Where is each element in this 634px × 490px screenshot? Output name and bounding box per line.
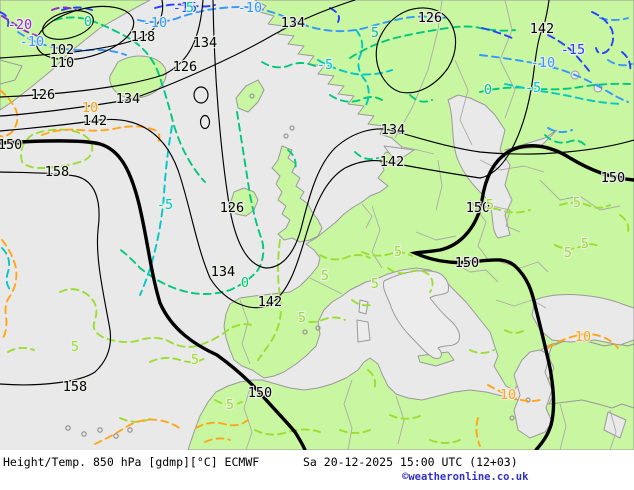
- caption-title: Height/Temp. 850 hPa [gdmp][°C] ECMWF: [3, 455, 260, 469]
- contour-label-126: 126: [418, 10, 442, 26]
- land-great-britain: [271, 145, 323, 243]
- land-sicily: [417, 351, 455, 367]
- contour-label-5: 5: [321, 268, 329, 284]
- contour-label--15: -15: [173, 0, 197, 16]
- sea-overlays: [383, 70, 634, 439]
- contour-label--5: -5: [525, 80, 541, 96]
- contour-label-10: 10: [500, 387, 516, 403]
- contour-label-134: 134: [381, 122, 405, 138]
- contour-label-5: 5: [581, 236, 589, 252]
- sea-skagerrak: [383, 145, 415, 163]
- contour-label-150: 150: [0, 137, 22, 153]
- contour-label-150: 150: [455, 255, 479, 271]
- caption-bar: Height/Temp. 850 hPa [gdmp][°C] ECMWF Sa…: [0, 450, 634, 490]
- contour-label-134: 134: [193, 35, 217, 51]
- contour-label--15: -15: [561, 42, 585, 58]
- caption-datetime: Sa 20-12-2025 15:00 UTC (12+03): [303, 455, 518, 469]
- contour-label-5: 5: [394, 244, 402, 260]
- contour-label-0: 0: [84, 14, 92, 30]
- contour-label-5: 5: [573, 195, 581, 211]
- contour-label-150: 150: [601, 170, 625, 186]
- contour-label-134: 134: [281, 15, 305, 31]
- contour-label-0: 0: [484, 82, 492, 98]
- land-greenland: [0, 0, 151, 111]
- contour-label-158: 158: [63, 379, 87, 395]
- contour-label-150: 150: [466, 200, 490, 216]
- contour-label--10: -10: [531, 55, 555, 71]
- land-italy: [383, 270, 461, 359]
- contour-label-158: 158: [45, 164, 69, 180]
- small-islands: [65, 93, 531, 439]
- contour-label-150: 150: [248, 385, 272, 401]
- contour-label-126: 126: [220, 200, 244, 216]
- contour-label--10: -10: [20, 34, 44, 50]
- temp-contours-plus10c: [0, 89, 619, 447]
- contour-label--10: -10: [143, 15, 167, 31]
- contour-label-5: 5: [371, 25, 379, 41]
- weather-map: 1021101181261261261261341341341341341421…: [0, 0, 634, 450]
- contour-label-0: 0: [241, 275, 249, 291]
- contour-label--10: -10: [238, 0, 262, 16]
- height-contours: [0, 0, 634, 386]
- temp-contours-0c: [54, 16, 631, 295]
- contour-label-126: 126: [173, 59, 197, 75]
- contour-label-142: 142: [258, 294, 282, 310]
- contour-label-134: 134: [211, 264, 235, 280]
- contour-label-5: 5: [186, 0, 194, 16]
- contour-label-110: 110: [50, 55, 74, 71]
- temp-contours-minus5c: [1, 29, 623, 296]
- sea-aegean: [513, 349, 553, 439]
- contour-label-5: 5: [371, 276, 379, 292]
- contour-label-5: 5: [298, 310, 306, 326]
- contour-label-5: 5: [564, 245, 572, 261]
- contour-label--20: -20: [8, 17, 32, 33]
- contour-label-5: 5: [191, 352, 199, 368]
- contour-label-102: 102: [50, 42, 74, 58]
- map-area: 102 110 118 126 126 126 126 134 134 134 134 134 142 1…: [0, 0, 634, 450]
- contour-label-5: 5: [486, 197, 494, 213]
- sea-baltic: [447, 94, 513, 239]
- caption-credit: ©weatheronline.co.uk: [402, 471, 529, 483]
- contour-label-142: 142: [83, 113, 107, 129]
- contour-label-142: 142: [530, 21, 554, 37]
- contour-label--5: -5: [157, 197, 173, 213]
- land-islet-west: [0, 59, 23, 85]
- temp-contours-minus15c: [0, 3, 632, 73]
- contour-label-126: 126: [31, 87, 55, 103]
- temp-contours-minus20c: [1, 6, 77, 37]
- contour-label-5: 5: [71, 339, 79, 355]
- sea-east-med-wedge: [603, 411, 627, 439]
- contour-label-142: 142: [380, 154, 404, 170]
- contour-label-10: 10: [82, 100, 98, 116]
- contour-label-10: 10: [575, 329, 591, 345]
- temp-contours-plus5c: [7, 128, 630, 444]
- contour-label--5: -5: [317, 57, 333, 73]
- height-contour-150-thick: [0, 139, 634, 450]
- contour-label-5: 5: [226, 397, 234, 413]
- land-sardinia: [356, 319, 371, 343]
- contour-label-118: 118: [131, 29, 155, 45]
- contour-label-134: 134: [116, 91, 140, 107]
- land-corsica: [358, 299, 369, 315]
- country-borders: [239, 0, 621, 450]
- land-pale-layer: [356, 270, 461, 359]
- contour-labels: 1021101181261261261261341341341341341421…: [0, 0, 626, 414]
